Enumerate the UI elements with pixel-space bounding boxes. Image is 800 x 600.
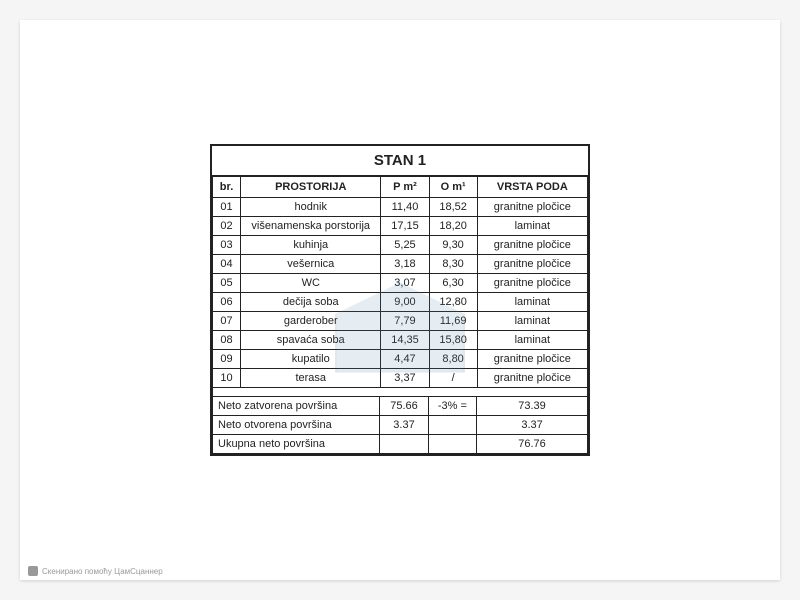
summary-value-3: 73.39 <box>477 396 588 415</box>
summary-value-1: 3.37 <box>380 415 428 434</box>
cell-prostorija: spavaća soba <box>241 331 381 350</box>
summary-value-2: -3% = <box>428 396 476 415</box>
cell-p: 7,79 <box>381 312 429 331</box>
header-o: O m¹ <box>429 177 477 198</box>
scanner-text: Скенирано помоћу ЦамСцаннер <box>42 567 163 576</box>
cell-prostorija: kupatilo <box>241 350 381 369</box>
cell-br: 08 <box>213 331 241 350</box>
summary-value-2 <box>428 434 476 453</box>
room-table: br. PROSTORIJA P m² O m¹ VRSTA PODA 01ho… <box>212 176 588 388</box>
cell-o: 8,80 <box>429 350 477 369</box>
cell-poda: granitne pločice <box>477 274 587 293</box>
table-row: 09kupatilo4,478,80granitne pločice <box>213 350 588 369</box>
summary-label: Neto otvorena površina <box>213 415 380 434</box>
summary-label: Neto zatvorena površina <box>213 396 380 415</box>
cell-poda: laminat <box>477 293 587 312</box>
cell-p: 3,07 <box>381 274 429 293</box>
table-row: 10terasa3,37/granitne pločice <box>213 369 588 388</box>
summary-table: Neto zatvorena površina75.66-3% =73.39Ne… <box>212 388 588 454</box>
header-p: P m² <box>381 177 429 198</box>
summary-value-2 <box>428 415 476 434</box>
cell-o: / <box>429 369 477 388</box>
cell-p: 3,37 <box>381 369 429 388</box>
cell-br: 04 <box>213 255 241 274</box>
table-title: STAN 1 <box>212 146 588 176</box>
cell-p: 4,47 <box>381 350 429 369</box>
table-row: 05WC3,076,30granitne pločice <box>213 274 588 293</box>
cell-prostorija: terasa <box>241 369 381 388</box>
cell-o: 8,30 <box>429 255 477 274</box>
cell-p: 5,25 <box>381 236 429 255</box>
cell-o: 11,69 <box>429 312 477 331</box>
cell-br: 07 <box>213 312 241 331</box>
cell-prostorija: WC <box>241 274 381 293</box>
header-poda: VRSTA PODA <box>477 177 587 198</box>
header-br: br. <box>213 177 241 198</box>
cell-p: 11,40 <box>381 198 429 217</box>
summary-label: Ukupna neto površina <box>213 434 380 453</box>
cell-prostorija: dečija soba <box>241 293 381 312</box>
header-row: br. PROSTORIJA P m² O m¹ VRSTA PODA <box>213 177 588 198</box>
cell-p: 9,00 <box>381 293 429 312</box>
cell-o: 15,80 <box>429 331 477 350</box>
scanner-footer: Скенирано помоћу ЦамСцаннер <box>28 566 163 576</box>
cell-poda: laminat <box>477 312 587 331</box>
cell-p: 14,35 <box>381 331 429 350</box>
cell-br: 09 <box>213 350 241 369</box>
cell-prostorija: višenamenska porstorija <box>241 217 381 236</box>
table-row: 02višenamenska porstorija17,1518,20lamin… <box>213 217 588 236</box>
cell-poda: granitne pločice <box>477 236 587 255</box>
summary-value-3: 76.76 <box>477 434 588 453</box>
room-table-container: STAN 1 br. PROSTORIJA P m² O m¹ VRSTA PO… <box>210 144 590 456</box>
cell-poda: granitne pločice <box>477 369 587 388</box>
spacer-row <box>213 388 588 396</box>
cell-o: 18,52 <box>429 198 477 217</box>
summary-row: Neto zatvorena površina75.66-3% =73.39 <box>213 396 588 415</box>
cell-poda: laminat <box>477 217 587 236</box>
cell-prostorija: garderober <box>241 312 381 331</box>
table-row: 08spavaća soba14,3515,80laminat <box>213 331 588 350</box>
table-row: 06dečija soba9,0012,80laminat <box>213 293 588 312</box>
cell-p: 3,18 <box>381 255 429 274</box>
scanner-icon <box>28 566 38 576</box>
summary-value-1: 75.66 <box>380 396 428 415</box>
summary-value-1 <box>380 434 428 453</box>
table-row: 03kuhinja5,259,30granitne pločice <box>213 236 588 255</box>
cell-o: 9,30 <box>429 236 477 255</box>
summary-value-3: 3.37 <box>477 415 588 434</box>
cell-o: 12,80 <box>429 293 477 312</box>
cell-br: 06 <box>213 293 241 312</box>
cell-br: 01 <box>213 198 241 217</box>
cell-o: 18,20 <box>429 217 477 236</box>
cell-prostorija: vešernica <box>241 255 381 274</box>
cell-br: 10 <box>213 369 241 388</box>
cell-br: 05 <box>213 274 241 293</box>
cell-poda: granitne pločice <box>477 198 587 217</box>
cell-br: 02 <box>213 217 241 236</box>
cell-prostorija: hodnik <box>241 198 381 217</box>
summary-row: Ukupna neto površina 76.76 <box>213 434 588 453</box>
cell-p: 17,15 <box>381 217 429 236</box>
table-row: 07garderober7,7911,69laminat <box>213 312 588 331</box>
cell-poda: laminat <box>477 331 587 350</box>
cell-br: 03 <box>213 236 241 255</box>
summary-row: Neto otvorena površina3.373.37 <box>213 415 588 434</box>
cell-poda: granitne pločice <box>477 255 587 274</box>
cell-poda: granitne pločice <box>477 350 587 369</box>
cell-o: 6,30 <box>429 274 477 293</box>
table-row: 04vešernica3,188,30granitne pločice <box>213 255 588 274</box>
paper-document: STAN 1 br. PROSTORIJA P m² O m¹ VRSTA PO… <box>20 20 780 580</box>
table-row: 01hodnik11,4018,52granitne pločice <box>213 198 588 217</box>
cell-prostorija: kuhinja <box>241 236 381 255</box>
header-prostorija: PROSTORIJA <box>241 177 381 198</box>
